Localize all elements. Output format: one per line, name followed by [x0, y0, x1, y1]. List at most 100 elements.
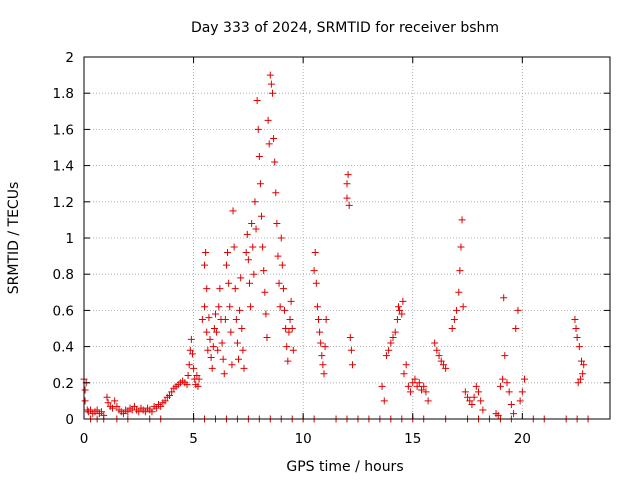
- data-point: [259, 243, 267, 251]
- data-point: [512, 325, 520, 332]
- data-point: [81, 397, 89, 405]
- data-point: [382, 352, 390, 360]
- data-point: [276, 303, 284, 311]
- data-point: [221, 315, 229, 323]
- data-point: [282, 325, 290, 332]
- data-point: [104, 399, 112, 407]
- data-point: [321, 343, 329, 351]
- data-point: [319, 361, 327, 369]
- data-point: [255, 153, 263, 161]
- data-point: [575, 343, 583, 351]
- data-point: [152, 404, 160, 412]
- data-point: [212, 310, 219, 318]
- data-point: [266, 71, 274, 79]
- data-point: [456, 267, 464, 275]
- data-point: [184, 372, 192, 380]
- data-point: [226, 303, 234, 311]
- data-point: [315, 315, 323, 323]
- data-point: [437, 357, 445, 365]
- data-point: [510, 410, 518, 418]
- data-point: [251, 198, 259, 206]
- data-point: [450, 315, 458, 323]
- data-point: [161, 397, 169, 405]
- data-point: [141, 408, 149, 416]
- data-point: [208, 364, 216, 372]
- data-point: [391, 328, 399, 336]
- data-point: [580, 361, 588, 369]
- data-point: [461, 388, 469, 396]
- data-point: [507, 401, 515, 409]
- data-point: [385, 346, 393, 354]
- data-point: [348, 361, 356, 369]
- y-tick-label: 0.8: [53, 267, 74, 283]
- data-point: [442, 364, 450, 372]
- data-point: [287, 297, 295, 305]
- data-point: [216, 285, 224, 293]
- chart-title: Day 333 of 2024, SRMTID for receiver bsh…: [191, 20, 499, 36]
- data-point: [457, 243, 465, 251]
- data-point: [201, 303, 209, 311]
- data-point: [187, 335, 195, 343]
- data-point: [261, 288, 269, 296]
- data-point: [439, 361, 447, 369]
- data-point: [207, 353, 215, 361]
- data-point: [317, 339, 325, 347]
- data-point: [395, 303, 403, 311]
- y-tick-label: 1.4: [53, 159, 74, 175]
- data-point: [455, 288, 463, 296]
- data-point: [111, 397, 119, 405]
- data-point: [411, 375, 419, 383]
- data-point: [521, 375, 529, 383]
- data-point: [343, 180, 351, 188]
- data-point: [514, 306, 522, 314]
- data-point: [344, 171, 352, 179]
- data-point: [271, 158, 279, 166]
- data-point: [318, 352, 326, 360]
- data-point: [576, 375, 584, 383]
- data-point: [260, 267, 268, 275]
- data-point: [518, 388, 526, 396]
- x-axis-label: GPS time / hours: [286, 459, 403, 475]
- data-point: [310, 267, 318, 275]
- data-point: [205, 314, 213, 322]
- y-tick-label: 0: [65, 412, 74, 428]
- y-tick-label: 1.8: [53, 86, 74, 102]
- data-point: [343, 194, 351, 202]
- data-point: [494, 411, 502, 419]
- data-point: [190, 364, 198, 372]
- data-point: [203, 328, 211, 336]
- data-point: [387, 339, 395, 347]
- data-point: [206, 335, 214, 343]
- data-point: [183, 381, 191, 389]
- data-point: [233, 339, 241, 347]
- data-point: [227, 328, 235, 336]
- data-point: [249, 243, 257, 251]
- data-point: [402, 361, 410, 369]
- data-point: [499, 375, 507, 383]
- data-point: [267, 80, 275, 88]
- data-point: [204, 346, 212, 354]
- data-point: [248, 220, 256, 228]
- data-point: [418, 386, 426, 394]
- data-point: [240, 364, 248, 372]
- data-point: [235, 355, 243, 363]
- data-point: [238, 325, 246, 332]
- axis-ticks: 00.20.40.60.811.21.41.61.820 5 10 15 20: [53, 50, 610, 447]
- data-point: [242, 248, 250, 256]
- data-point: [135, 408, 143, 416]
- data-point: [468, 401, 476, 409]
- data-point: [286, 315, 294, 323]
- data-point: [288, 325, 296, 332]
- data-point: [93, 406, 101, 414]
- y-axis-label: SRMTID / TECUs: [6, 182, 22, 295]
- data-point: [264, 116, 272, 124]
- data-point: [87, 406, 95, 414]
- x-tick-label: 10: [295, 431, 312, 447]
- data-point: [148, 408, 156, 416]
- data-point: [316, 328, 324, 336]
- data-point: [496, 382, 504, 390]
- data-point: [103, 393, 111, 401]
- grid-lines: [84, 57, 610, 419]
- data-point: [448, 325, 456, 332]
- data-point: [130, 402, 138, 410]
